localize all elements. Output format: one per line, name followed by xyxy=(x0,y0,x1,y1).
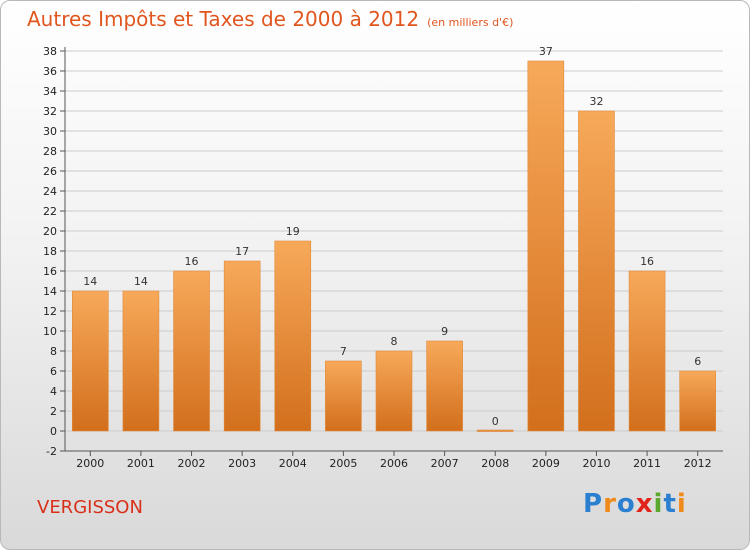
y-tick-label: 28 xyxy=(43,145,57,158)
x-tick-label: 2012 xyxy=(684,457,712,470)
y-tick-label: 34 xyxy=(43,85,57,98)
bar-2003 xyxy=(223,260,261,432)
y-tick-label: 6 xyxy=(50,365,57,378)
value-labels: 14 14 16 17 19 7 8 9 0 37 32 16 6 xyxy=(83,45,701,428)
value-label: 17 xyxy=(235,245,249,258)
bar-2005 xyxy=(325,360,362,432)
bar-2008 xyxy=(476,429,514,432)
x-tick-label: 2002 xyxy=(178,457,206,470)
bar-2009 xyxy=(527,60,565,432)
y-tick-label: 10 xyxy=(43,325,57,338)
x-tick-labels: 2000 2001 2002 2003 2004 2005 2006 2007 2008 2009… xyxy=(76,457,711,470)
y-tick-label: -2 xyxy=(46,445,57,458)
logo-letter: x xyxy=(635,489,654,519)
y-tick-label: 0 xyxy=(50,425,57,438)
chart-subtitle: (en milliers d'€) xyxy=(427,16,514,29)
x-tick-label: 2005 xyxy=(329,457,357,470)
x-tick-label: 2000 xyxy=(76,457,104,470)
bar-2011 xyxy=(628,270,666,432)
y-tick-label: 2 xyxy=(50,405,57,418)
x-tick-label: 2009 xyxy=(532,457,560,470)
y-tick-label: 24 xyxy=(43,185,57,198)
y-tick-label: 26 xyxy=(43,165,57,178)
value-label: 19 xyxy=(286,225,300,238)
axes xyxy=(60,47,723,456)
bars xyxy=(72,60,716,432)
logo-letter: t xyxy=(663,489,677,519)
y-tick-label: 20 xyxy=(43,225,57,238)
y-tick-label: 4 xyxy=(50,385,57,398)
x-tick-label: 2010 xyxy=(582,457,610,470)
logo-letter: r xyxy=(603,489,617,519)
chart-title: Autres Impôts et Taxes de 2000 à 2012 xyxy=(27,7,420,31)
y-tick-label: 38 xyxy=(43,45,57,58)
y-tick-label: 30 xyxy=(43,125,57,138)
bar-2006 xyxy=(375,350,413,432)
value-label: 37 xyxy=(539,45,553,58)
y-tick-label: 32 xyxy=(43,105,57,118)
bar-2007 xyxy=(426,340,463,432)
proxiti-logo[interactable]: Proxiti xyxy=(583,489,687,519)
value-label: 14 xyxy=(83,275,97,288)
y-tick-label: 14 xyxy=(43,285,57,298)
value-label: 7 xyxy=(340,345,347,358)
x-tick-label: 2006 xyxy=(380,457,408,470)
y-tick-label: 36 xyxy=(43,65,57,78)
value-label: 9 xyxy=(441,325,448,338)
title-row: Autres Impôts et Taxes de 2000 à 2012 (en… xyxy=(27,7,513,31)
value-label: 16 xyxy=(640,255,654,268)
logo-letter: P xyxy=(583,489,604,519)
bar-2001 xyxy=(122,290,160,432)
bar-2004 xyxy=(274,240,312,432)
x-tick-label: 2003 xyxy=(228,457,256,470)
bar-2002 xyxy=(173,270,210,432)
bar-2012 xyxy=(679,370,716,432)
y-tick-label: 8 xyxy=(50,345,57,358)
value-label: 0 xyxy=(492,415,499,428)
logo-letter: i xyxy=(653,489,664,519)
bar-2010 xyxy=(578,110,615,432)
x-tick-label: 2007 xyxy=(431,457,459,470)
y-tick-label: 12 xyxy=(43,305,57,318)
x-tick-label: 2001 xyxy=(127,457,155,470)
logo-letter: i xyxy=(676,489,687,519)
logo-letter: o xyxy=(616,489,636,519)
value-label: 16 xyxy=(185,255,199,268)
y-tick-label: 18 xyxy=(43,245,57,258)
y-tick-label: 16 xyxy=(43,265,57,278)
value-label: 8 xyxy=(391,335,398,348)
bar-2000 xyxy=(72,290,109,432)
value-label: 14 xyxy=(134,275,148,288)
place-name: VERGISSON xyxy=(37,497,143,518)
x-tick-label: 2004 xyxy=(279,457,307,470)
value-label: 32 xyxy=(589,95,603,108)
y-tick-label: 22 xyxy=(43,205,57,218)
value-label: 6 xyxy=(694,355,701,368)
x-tick-label: 2011 xyxy=(633,457,661,470)
x-tick-label: 2008 xyxy=(481,457,509,470)
